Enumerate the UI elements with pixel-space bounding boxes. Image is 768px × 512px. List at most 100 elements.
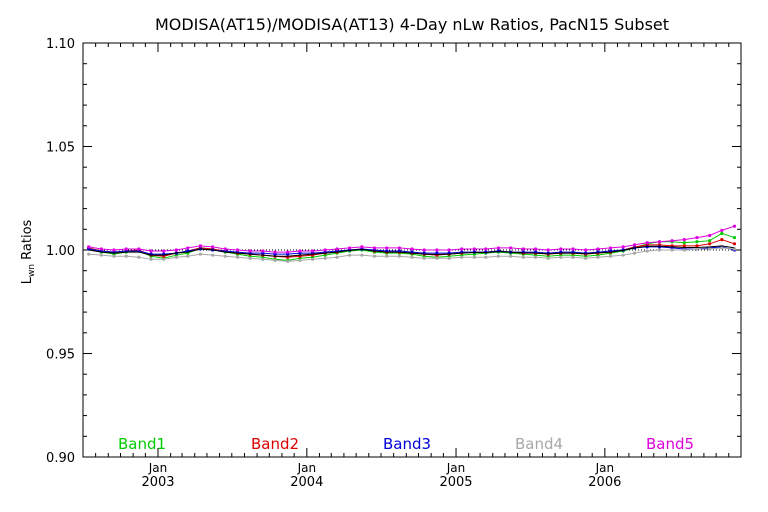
data-point xyxy=(596,247,600,251)
data-point xyxy=(657,248,662,252)
data-point xyxy=(162,249,166,253)
data-point xyxy=(447,248,451,252)
data-point xyxy=(682,241,686,245)
y-axis-label: Lwn Ratios xyxy=(20,219,37,284)
data-point xyxy=(472,247,476,251)
data-point xyxy=(484,255,488,259)
data-point xyxy=(298,249,302,253)
data-point xyxy=(533,255,538,259)
data-point xyxy=(124,254,128,258)
x-tick-year-label: 2003 xyxy=(141,475,174,490)
data-point xyxy=(112,248,116,252)
data-point xyxy=(447,256,451,260)
data-point xyxy=(360,245,364,249)
data-point xyxy=(484,247,488,251)
data-point xyxy=(162,257,166,261)
data-point xyxy=(559,247,563,251)
data-point xyxy=(435,248,439,252)
data-point xyxy=(521,247,525,251)
data-point xyxy=(335,247,339,251)
data-point xyxy=(695,235,699,240)
data-point xyxy=(348,253,352,257)
data-point xyxy=(124,247,128,251)
y-axis-label-tail: Ratios xyxy=(20,219,35,264)
y-tick-label: 0.90 xyxy=(46,451,75,466)
data-point xyxy=(186,246,190,250)
legend-label-band5: Band5 xyxy=(646,435,694,453)
series-band4 xyxy=(87,246,737,263)
data-point xyxy=(261,257,265,261)
data-point xyxy=(310,249,315,253)
data-point xyxy=(360,253,364,257)
data-point xyxy=(323,248,327,252)
data-point xyxy=(682,238,686,242)
data-point xyxy=(372,254,377,258)
data-point xyxy=(198,252,203,256)
data-point xyxy=(460,255,464,259)
data-point xyxy=(323,256,327,260)
y-axis-label-main: L xyxy=(20,276,35,284)
data-point xyxy=(521,255,525,259)
data-point xyxy=(559,255,563,259)
data-point xyxy=(632,251,637,255)
data-point xyxy=(87,252,91,256)
data-point xyxy=(645,241,649,245)
data-point xyxy=(720,238,724,242)
x-tick-year-label: 2004 xyxy=(290,475,323,490)
data-point xyxy=(435,256,439,260)
data-point xyxy=(99,253,103,257)
data-point xyxy=(509,254,513,258)
x-tick-month-label: Jan xyxy=(595,461,615,475)
data-point xyxy=(385,254,389,258)
data-point xyxy=(608,254,613,258)
data-point xyxy=(632,243,637,247)
data-point xyxy=(261,249,265,253)
data-point xyxy=(235,255,240,259)
series-mean xyxy=(88,245,735,257)
data-point xyxy=(223,254,227,258)
data-point xyxy=(708,233,712,238)
data-point xyxy=(584,256,588,260)
data-point xyxy=(571,247,575,251)
x-tick-month-label: Jan xyxy=(446,461,466,475)
data-point xyxy=(286,250,290,254)
y-tick-label: 1.10 xyxy=(46,37,75,52)
series-line xyxy=(88,245,735,257)
data-point xyxy=(112,254,116,258)
data-point xyxy=(670,239,674,243)
legend-label-band4: Band4 xyxy=(515,435,563,453)
legend-label-band2: Band2 xyxy=(251,435,299,453)
data-point xyxy=(248,256,252,260)
data-point xyxy=(732,242,737,246)
data-point xyxy=(273,258,277,262)
y-axis-label-subscript: wn xyxy=(27,264,37,277)
data-point xyxy=(571,255,575,259)
data-point xyxy=(397,246,401,250)
data-point xyxy=(397,254,401,258)
data-point xyxy=(149,249,153,253)
data-point xyxy=(608,246,613,250)
data-point xyxy=(174,248,178,252)
data-point xyxy=(533,247,538,251)
data-point xyxy=(472,255,476,259)
x-tick-year-label: 2006 xyxy=(588,475,621,490)
data-point xyxy=(695,240,699,244)
legend: Band1 Band2 Band3 Band4 Band5 xyxy=(118,435,694,453)
data-point xyxy=(372,246,377,250)
data-point xyxy=(198,244,203,248)
data-point xyxy=(695,247,699,251)
data-point xyxy=(657,240,662,244)
data-point xyxy=(720,246,724,250)
data-point xyxy=(422,248,426,252)
data-point xyxy=(286,259,290,263)
data-point xyxy=(682,248,686,252)
data-point xyxy=(99,247,103,251)
data-point xyxy=(720,231,724,236)
x-tick-month-label: Jan xyxy=(297,461,317,475)
data-point xyxy=(682,244,686,248)
y-tick-label: 0.95 xyxy=(46,348,75,363)
data-point xyxy=(211,245,215,249)
data-point xyxy=(137,255,141,259)
data-point xyxy=(310,257,315,261)
